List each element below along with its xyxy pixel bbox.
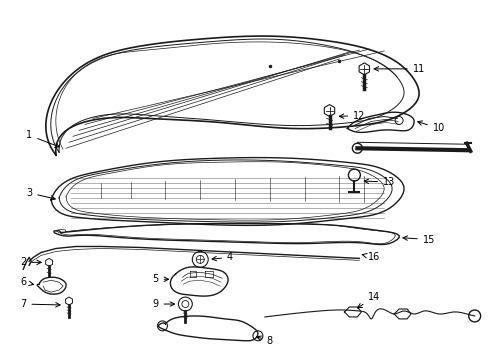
Circle shape <box>352 143 362 153</box>
Text: 14: 14 <box>357 292 380 308</box>
Text: 8: 8 <box>256 336 272 346</box>
Circle shape <box>252 331 263 341</box>
Circle shape <box>196 255 204 264</box>
Circle shape <box>182 301 188 307</box>
Circle shape <box>192 251 208 267</box>
Text: 10: 10 <box>417 121 444 134</box>
Text: 16: 16 <box>362 252 380 262</box>
Circle shape <box>394 117 402 125</box>
Circle shape <box>178 297 192 311</box>
Text: 13: 13 <box>364 177 394 187</box>
Text: 7: 7 <box>20 299 60 309</box>
Text: 4: 4 <box>212 252 233 262</box>
Text: 11: 11 <box>373 64 424 74</box>
Text: 9: 9 <box>152 299 174 309</box>
Text: 15: 15 <box>402 234 434 244</box>
Text: 1: 1 <box>26 130 60 147</box>
Circle shape <box>347 169 360 181</box>
Circle shape <box>468 310 480 322</box>
Text: 6: 6 <box>20 277 33 287</box>
Circle shape <box>157 321 167 331</box>
Text: 12: 12 <box>339 111 365 121</box>
Text: 3: 3 <box>26 188 55 200</box>
Text: 5: 5 <box>152 274 168 284</box>
Text: 2: 2 <box>20 257 41 267</box>
